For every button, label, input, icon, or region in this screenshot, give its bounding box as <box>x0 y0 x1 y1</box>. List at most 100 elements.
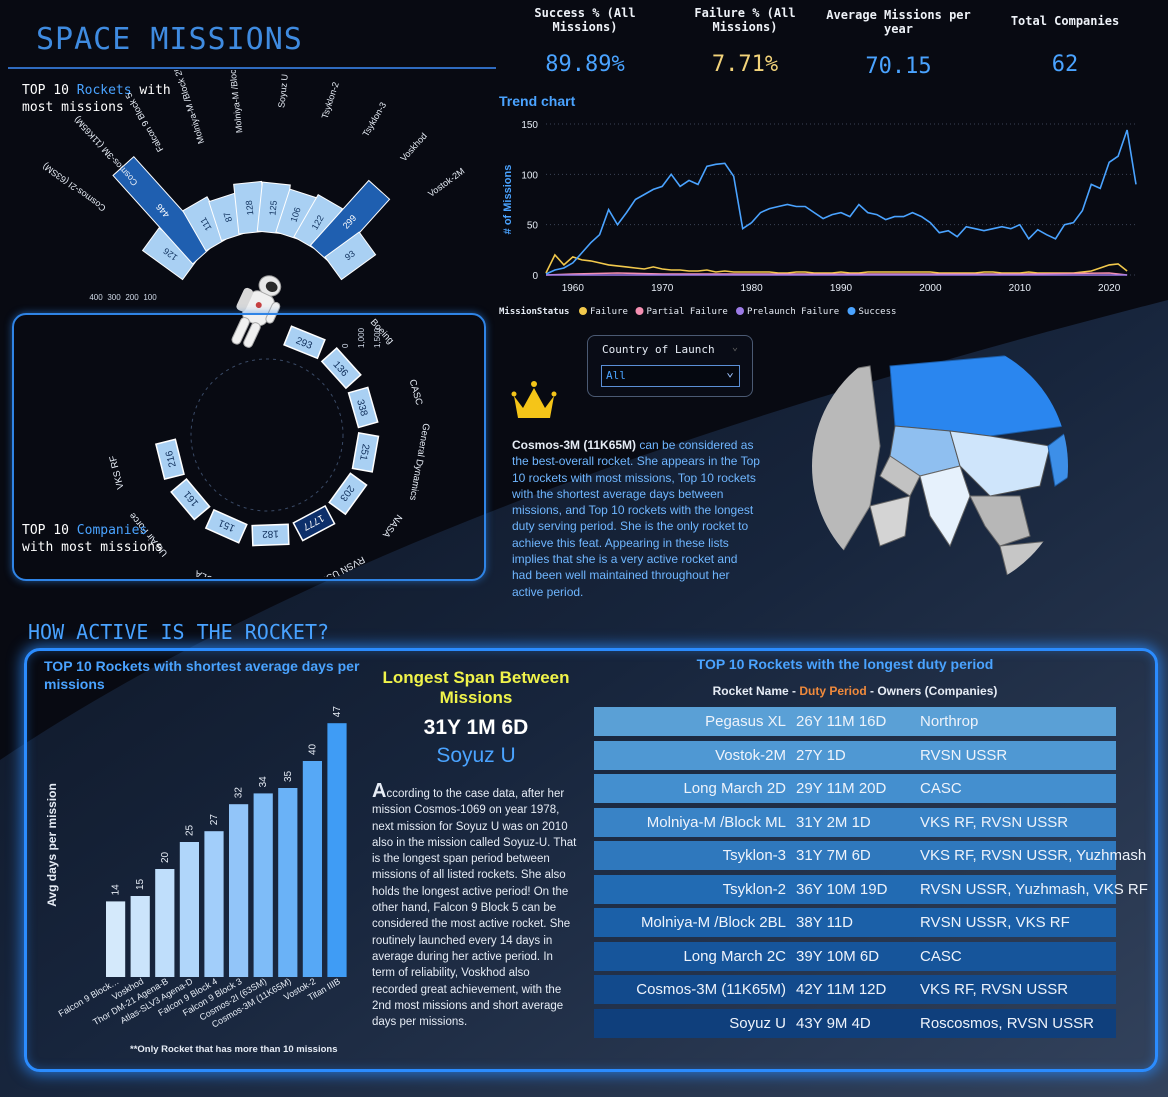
duty-row: Molniya-M /Block 2BL 38Y 11D RVSN USSR, VK… <box>594 908 1116 937</box>
duty-row: Tsyklon-2 36Y 10M 19D RVSN USSR, Yuzhmash,… <box>594 874 1148 904</box>
avg-days-bar <box>204 831 224 977</box>
duty-row: Vostok-2M 27Y 1D RVSN USSR <box>594 740 1116 770</box>
rocket-axis-tick: 200 <box>125 293 139 302</box>
duty-rocket-name: Vostok-2M <box>715 746 786 764</box>
world-map-globe <box>812 350 1068 587</box>
duty-rocket-name: Long March 2D <box>683 780 786 797</box>
kpi-value: 89.89% <box>545 52 625 77</box>
company-bar: 161 <box>170 478 211 521</box>
trend-x-tick: 2010 <box>1009 283 1032 294</box>
rocket-bar: 93 <box>324 231 377 281</box>
trend-x-tick: 1980 <box>740 283 763 294</box>
drop-cap: A <box>372 780 387 802</box>
companies-radial-chart: 293Arianespace136Boeing338CASC251General… <box>108 317 432 577</box>
company-bar: 338 <box>347 386 379 429</box>
avg-days-value: 35 <box>283 770 294 782</box>
duty-owners: Roscosmos, RVSN USSR <box>920 1014 1094 1032</box>
trend-series-line <box>545 253 1128 274</box>
rockets-radial-title: TOP 10 Rockets with most missions <box>22 83 171 115</box>
kpi-value: 70.15 <box>865 54 932 79</box>
avg-days-bar <box>179 842 199 977</box>
duty-duration: 31Y 7M 6D <box>796 847 871 864</box>
duty-header: Rocket Name - Duty Period - Owners (Comp… <box>712 684 998 698</box>
kpi-total-companies: Total Companies 62 <box>1000 14 1130 77</box>
duty-rocket-name: Molniya-M /Block 2BL <box>640 914 786 931</box>
kpi-label: Total Companies <box>1010 14 1120 28</box>
rocket-label: Vostok-2M <box>426 166 466 199</box>
rocket-label: Molniya-M /Block ML <box>226 70 245 134</box>
country-slicer: Country of Launch ⌄ All ⌄ <box>587 335 753 397</box>
rocket-label: Molniya-M /Block 2BL <box>170 70 206 145</box>
companies-panel <box>12 313 486 581</box>
kpi-value: 62 <box>1051 52 1079 77</box>
duty-rocket-name: Molniya-M /Block ML <box>646 813 786 831</box>
rocket-label: Tsyklon-3 <box>361 100 389 138</box>
avg-days-bar <box>106 901 126 977</box>
rocket-bar: 111 <box>182 196 231 252</box>
kpi-success: Success % (All Missions) 89.89% <box>520 6 650 77</box>
duty-duration: 26Y 11M 16D <box>796 713 887 730</box>
duty-row: Tsyklon-3 31Y 7M 6D VKS RF, RVSN USSR, Yuz… <box>594 841 1146 870</box>
avg-days-bar <box>327 723 347 977</box>
trend-x-tick: 1990 <box>830 283 853 294</box>
rocket-label: Voskhod <box>398 131 429 163</box>
duty-owners: VKS RF, RVSN USSR <box>920 813 1069 831</box>
legend-item: Partial Failure <box>647 307 728 317</box>
rocket-bar-value: 106 <box>288 206 302 223</box>
company-bar-value: 182 <box>261 528 278 540</box>
company-label: RVSN USSR <box>312 554 366 577</box>
company-label: VKS RF <box>108 454 127 490</box>
how-active-title: HOW ACTIVE IS THE ROCKET? <box>28 620 330 644</box>
rocket-axis-tick: 300 <box>107 293 121 302</box>
duty-duration: 42Y 11M 12D <box>796 981 887 998</box>
company-bar-value: 338 <box>354 398 369 417</box>
avg-days-value: 47 <box>332 706 343 718</box>
bottom-panel <box>24 648 1158 1072</box>
avg-days-value: 32 <box>234 787 245 799</box>
rocket-bar-value: 87 <box>222 211 235 224</box>
rocket-label: Cosmos-2I (63SM) <box>41 161 108 213</box>
company-axis-tick: 1,500 <box>373 327 382 348</box>
company-axis-tick: 0 <box>341 343 350 348</box>
duty-duration: 39Y 10M 6D <box>796 947 880 965</box>
avg-days-bar <box>253 793 273 977</box>
avg-days-bar <box>278 788 298 977</box>
duty-owners: CASC <box>920 947 962 965</box>
avg-days-value: 15 <box>135 878 146 890</box>
avg-days-bar <box>130 896 150 977</box>
duty-duration: 27Y 1D <box>796 746 846 764</box>
avg-days-bar <box>302 761 322 977</box>
company-bar: 182 <box>251 523 290 547</box>
legend-item: Failure <box>590 307 628 317</box>
best-rocket-name: Cosmos-3M (11K65M) <box>512 438 637 452</box>
legend-item: Success <box>859 307 897 317</box>
kpi-avg-missions: Average Missions per year 70.15 <box>826 8 971 79</box>
duty-row: Long March 2D 29Y 11M 20D CASC <box>594 774 1116 803</box>
span-text: According to the case data, after her mi… <box>372 780 577 1029</box>
trend-y-tick: 150 <box>521 120 538 131</box>
dropdown-value: All <box>606 369 626 382</box>
trend-series-line <box>545 129 1137 275</box>
title-divider <box>8 67 496 69</box>
page-title: SPACE MISSIONS <box>36 22 303 57</box>
avg-days-y-label: Avg days per mission <box>45 783 59 907</box>
rocket-axis-tick: 400 <box>89 293 103 302</box>
span-duration: 31Y 1M 6D <box>423 716 529 739</box>
rocket-label: Cosmos-3M (11K65M) <box>72 114 140 187</box>
kpi-failure: Failure % (All Missions) 7.71% <box>680 6 810 77</box>
avg-days-bar <box>229 804 249 977</box>
avg-days-value: 34 <box>258 776 269 788</box>
company-bar: 203 <box>328 472 368 516</box>
rocket-bar-value: 93 <box>343 248 357 262</box>
rocket-label: Soyuz U <box>276 74 290 109</box>
company-label: CASC <box>407 378 425 407</box>
country-dropdown[interactable]: All ⌄ <box>601 365 740 387</box>
duty-owners: RVSN USSR, VKS RF <box>920 914 1070 931</box>
span-rocket: Soyuz U <box>436 744 516 767</box>
company-label: General Dynamics <box>407 422 431 501</box>
duty-row: Molniya-M /Block ML 31Y 2M 1D VKS RF, RVSN… <box>594 807 1116 837</box>
legend-dot <box>847 307 856 315</box>
avg-days-value: 25 <box>184 824 195 836</box>
duty-duration: 31Y 2M 1D <box>796 813 871 831</box>
